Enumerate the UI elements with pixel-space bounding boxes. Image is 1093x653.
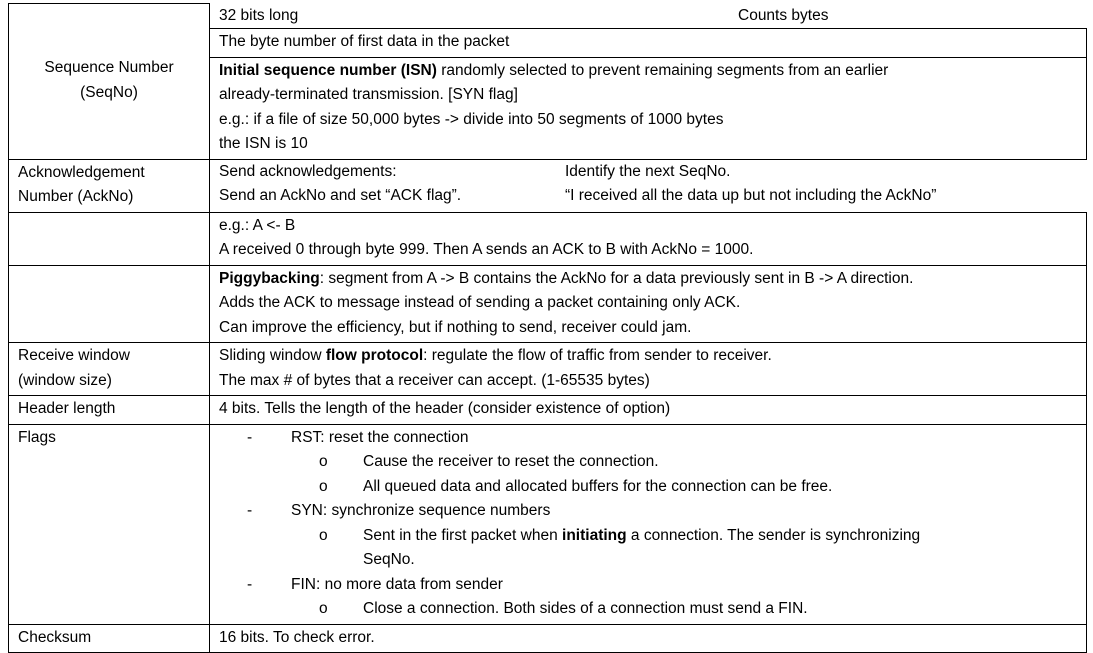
ackno-send-line-1: Send acknowledgements: — [219, 162, 397, 180]
header-length-label: Header length — [8, 395, 210, 425]
circle-bullet: o — [319, 526, 328, 544]
flag-rst-item: - RST: reset the connection — [219, 426, 1077, 451]
circle-bullet: o — [319, 453, 328, 470]
ackno-label-line-1: Acknowledgement — [18, 163, 145, 181]
flag-syn-item: - SYN: synchronize sequence numbers — [219, 499, 1077, 524]
flag-syn-sub: o Sent in the first packet when initiatin… — [219, 524, 1077, 549]
seqno-row-3: Initial sequence number (ISN) randomly s… — [9, 56, 1087, 160]
piggyback-line-1: Piggybacking: segment from A -> B contai… — [219, 267, 1077, 292]
seqno-row-1: Sequence Number (SeqNo) 32 bits long Cou… — [8, 3, 1087, 160]
piggyback-cell: Piggybacking: segment from A -> B contai… — [209, 264, 1087, 343]
header-length-row: Header length 4 bits. Tells the length o… — [8, 395, 1087, 425]
isn-example-line-1: e.g.: if a file of size 50,000 bytes -> … — [219, 110, 724, 128]
piggyback-bold-text: Piggybacking — [219, 269, 320, 287]
flag-rst-sub-1: o Cause the receiver to reset the connect… — [219, 450, 1077, 475]
ackno-example-cell: e.g.: A <- B A received 0 through byte 9… — [209, 211, 1087, 266]
empty-label-cell-2 — [8, 264, 210, 343]
flag-syn-sub-continuation: SeqNo. — [363, 551, 415, 568]
piggyback-line-3: Can improve the efficiency, but if nothi… — [219, 318, 692, 336]
seqno-label-cell: Sequence Number (SeqNo) — [8, 3, 210, 160]
syn-sub-bold-text: initiating — [562, 526, 627, 544]
rwnd-label-cell: Receive window (window size) — [8, 342, 210, 396]
ackno-label-cell: Acknowledgement Number (AckNo) — [8, 158, 210, 213]
ackno-row-2: e.g.: A <- B A received 0 through byte 9… — [8, 211, 1087, 266]
ackno-row-1: Acknowledgement Number (AckNo) Send ackn… — [8, 158, 1087, 213]
syn-sub-pre-text: Sent in the first packet when — [363, 526, 563, 544]
dash-bullet: - — [247, 502, 253, 519]
seqno-size-cell: 32 bits long Counts bytes — [210, 4, 1087, 29]
flag-rst-sub-2: o All queued data and allocated buffers f… — [219, 475, 1077, 500]
ackno-example-line-2: A received 0 through byte 999. Then A se… — [219, 241, 754, 258]
syn-sub-post-text: a connection. The sender is synchronizin… — [626, 526, 921, 544]
circle-bullet: o — [319, 477, 328, 495]
flag-rst-sub-1-text: Cause the receiver to reset the connecti… — [363, 453, 659, 470]
empty-label-cell-1 — [8, 211, 210, 266]
isn-example-line-2: the ISN is 10 — [219, 135, 308, 152]
checksum-row: Checksum 16 bits. To check error. — [8, 623, 1087, 653]
flag-fin-text: FIN: no more data from sender — [291, 575, 503, 593]
ackno-label-line-2: Number (AckNo) — [18, 188, 134, 205]
piggyback-rest-text: : segment from A -> B contains the AckNo… — [319, 269, 914, 287]
seqno-bits-text: 32 bits long — [219, 6, 299, 24]
ackno-identify-cell: Identify the next SeqNo. “I received all… — [565, 160, 1087, 209]
flag-syn-text: SYN: synchronize sequence numbers — [291, 502, 551, 519]
rwnd-desc-cell: Sliding window flow protocol: regulate t… — [209, 342, 1087, 396]
flags-row: Flags - RST: reset the connection o Cause … — [8, 423, 1087, 625]
flags-label: Flags — [8, 423, 210, 625]
ackno-desc-cell: Send acknowledgements: Send an AckNo and… — [210, 159, 1087, 212]
ackno-identify-line-1: Identify the next SeqNo. — [565, 162, 731, 180]
rwnd-post-text: : regulate the flow of traffic from send… — [423, 347, 772, 364]
rwnd-line-1: Sliding window flow protocol: regulate t… — [219, 344, 1077, 369]
header-length-text: 4 bits. Tells the length of the header (… — [209, 395, 1087, 425]
flag-rst-sub-2-text: All queued data and allocated buffers fo… — [363, 477, 833, 495]
dash-bullet: - — [247, 428, 253, 446]
ackno-send-line-2: Send an AckNo and set “ACK flag”. — [219, 187, 462, 204]
flag-fin-sub: o Close a connection. Both sides of a con… — [219, 597, 1077, 622]
flag-rst-text: RST: reset the connection — [291, 428, 469, 446]
rwnd-pre-text: Sliding window — [219, 347, 326, 364]
seqno-label-line-2: (SeqNo) — [80, 83, 138, 101]
piggyback-line-2: Adds the ACK to message instead of sendi… — [219, 294, 741, 311]
seqno-byte-number-text: The byte number of first data in the pac… — [209, 28, 1087, 58]
isn-line-1: Initial sequence number (ISN) randomly s… — [219, 59, 1077, 84]
flag-fin-sub-text: Close a connection. Both sides of a conn… — [363, 600, 808, 617]
tcp-header-fields-table: Sequence Number (SeqNo) 32 bits long Cou… — [8, 3, 1087, 653]
ackno-example-line-1: e.g.: A <- B — [219, 216, 296, 234]
flags-desc-cell: - RST: reset the connection o Cause the re… — [209, 423, 1087, 625]
seqno-row-2: The byte number of first data in the pac… — [9, 28, 1087, 58]
rwnd-label-line-1: Receive window — [18, 347, 130, 364]
seqno-label-line-1: Sequence Number — [44, 59, 174, 77]
isn-rest-text: randomly selected to prevent remaining s… — [436, 61, 889, 79]
ackno-identify-line-2: “I received all the data up but not incl… — [565, 187, 937, 204]
rwnd-bold-text: flow protocol — [325, 347, 424, 364]
dash-bullet: - — [247, 575, 253, 593]
isn-bold-text: Initial sequence number (ISN) — [219, 61, 437, 79]
rwnd-label-line-2: (window size) — [18, 371, 112, 389]
ackno-send-cell: Send acknowledgements: Send an AckNo and… — [210, 160, 565, 209]
seqno-isn-cell: Initial sequence number (ISN) randomly s… — [209, 56, 1087, 160]
isn-line-2: already-terminated transmission. [SYN fl… — [219, 86, 518, 103]
flag-fin-item: - FIN: no more data from sender — [219, 573, 1077, 598]
rwnd-line-2: The max # of bytes that a receiver can a… — [219, 371, 650, 389]
rwnd-row: Receive window (window size) Sliding win… — [8, 342, 1087, 396]
checksum-label: Checksum — [8, 623, 210, 653]
ackno-row-3: Piggybacking: segment from A -> B contai… — [8, 264, 1087, 343]
circle-bullet: o — [319, 600, 328, 617]
seqno-counts-text: Counts bytes — [738, 6, 829, 24]
checksum-text: 16 bits. To check error. — [209, 623, 1087, 653]
